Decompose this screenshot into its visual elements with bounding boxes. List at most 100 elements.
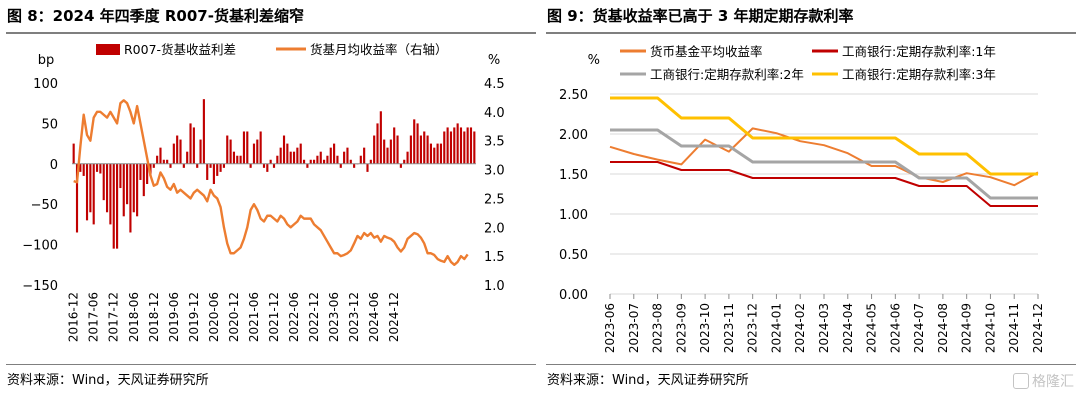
spread-bar xyxy=(129,163,132,233)
left-source-note: 资料来源：Wind，天风证券研究所 xyxy=(7,373,209,388)
spread-bar xyxy=(116,163,119,249)
spread-bar xyxy=(396,135,399,164)
spread-bar xyxy=(353,163,356,168)
x-tick-label: 2021-06 xyxy=(247,292,261,342)
spread-bar xyxy=(366,163,369,172)
right-y-tick-label: 2.5 xyxy=(484,192,505,207)
spread-bar xyxy=(333,143,336,164)
spread-bar xyxy=(426,135,429,164)
y-axis-unit: % xyxy=(588,53,600,68)
spread-bar xyxy=(309,159,312,164)
spread-bar xyxy=(329,147,332,164)
x-tick-label: 2024-09 xyxy=(960,303,974,353)
legend-label-icbc-2y: 工商银行:定期存款利率:2年 xyxy=(650,67,804,82)
spread-bar xyxy=(433,147,436,164)
x-tick-label: 2023-06 xyxy=(327,292,341,342)
spread-bar xyxy=(136,163,139,217)
spread-bar xyxy=(119,163,122,189)
spread-bar xyxy=(152,163,155,168)
spread-bar xyxy=(446,127,449,164)
x-tick-label: 2023-12 xyxy=(347,292,361,342)
x-tick-label: 2021-12 xyxy=(267,292,281,342)
spread-bar xyxy=(272,163,276,168)
spread-bar xyxy=(286,143,289,164)
spread-bar xyxy=(82,163,85,176)
y-tick-label: 1.50 xyxy=(559,168,588,183)
x-tick-label: 2024-03 xyxy=(817,303,831,353)
spread-bar xyxy=(176,135,179,164)
spread-bar xyxy=(252,143,256,164)
x-tick-label: 2023-07 xyxy=(627,303,641,353)
legend-label-spread: R007-货基收益利差 xyxy=(124,42,236,57)
x-tick-label: 2023-10 xyxy=(698,303,712,353)
spread-bar xyxy=(279,147,282,164)
spread-bar xyxy=(336,155,339,164)
x-tick-label: 2024-07 xyxy=(912,303,926,353)
left-y-tick-label: −150 xyxy=(22,279,58,294)
right-y-tick-label: 3.0 xyxy=(484,164,505,179)
spread-bar xyxy=(199,139,202,164)
spread-bar xyxy=(209,163,212,168)
x-tick-label: 2024-10 xyxy=(983,303,997,353)
spread-bar xyxy=(169,163,172,168)
x-tick-label: 2020-12 xyxy=(227,292,241,342)
left-source-rule xyxy=(6,364,536,365)
icbc-2y-deposit-rate-line xyxy=(610,128,1038,200)
spread-bar xyxy=(363,147,366,164)
spread-bar xyxy=(276,155,279,164)
spread-bar xyxy=(192,127,195,164)
x-tick-label: 2020-06 xyxy=(207,292,221,342)
left-y-tick-label: 0 xyxy=(50,158,58,173)
spread-bar xyxy=(443,131,446,164)
left-axis-unit: bp xyxy=(38,53,55,68)
legend-label-money-fund: 货币基金平均收益率 xyxy=(650,44,763,59)
left-figure-title: 图 8：2024 年四季度 R007-货基利差缩窄 xyxy=(7,7,304,25)
spread-bar xyxy=(79,163,82,172)
right-figure-panel: 图 9：货基收益率已高于 3 年期定期存款利率 % 0.00 0.50 1.00 1.5… xyxy=(540,0,1080,400)
x-tick-label: 2024-12 xyxy=(1031,303,1045,353)
spread-bar xyxy=(339,163,342,168)
spread-bar xyxy=(72,143,75,164)
right-title-rule xyxy=(546,32,1076,34)
spread-bar xyxy=(216,163,219,176)
right-y-tick-label: 2.0 xyxy=(484,221,505,236)
x-tick-label: 2024-02 xyxy=(793,303,807,353)
spread-bar xyxy=(316,155,319,164)
spread-bar xyxy=(429,143,432,164)
spread-bar xyxy=(453,127,456,164)
spread-bar xyxy=(389,139,392,164)
spread-bar xyxy=(282,135,286,164)
spread-bar xyxy=(266,163,269,172)
spread-bar xyxy=(206,163,209,180)
spread-bar xyxy=(299,143,302,164)
x-tick-label: 2024-11 xyxy=(1007,303,1021,353)
spread-bar xyxy=(202,99,205,164)
x-tick-label: 2023-11 xyxy=(722,303,736,353)
spread-bar xyxy=(463,131,466,164)
spread-bar xyxy=(376,123,379,164)
spread-bar xyxy=(249,163,252,168)
spread-bar xyxy=(222,163,225,168)
right-y-tick-label: 1.0 xyxy=(484,279,505,294)
left-title-rule xyxy=(6,32,536,34)
right-y-tick-label: 4.0 xyxy=(484,106,505,121)
spread-bar xyxy=(419,135,422,164)
spread-bar xyxy=(259,131,262,164)
spread-bar xyxy=(142,163,145,197)
spread-bar xyxy=(89,163,92,213)
spread-bar xyxy=(306,163,309,168)
spread-bar xyxy=(373,135,376,164)
x-tick-label: 2023-12 xyxy=(746,303,760,353)
watermark-icon xyxy=(1013,373,1029,389)
spread-bar xyxy=(95,163,99,172)
spread-bar xyxy=(99,163,102,174)
spread-bar xyxy=(292,151,296,164)
spread-bar xyxy=(323,159,326,164)
spread-bar xyxy=(126,163,129,205)
spread-bar xyxy=(359,155,362,164)
money-fund-avg-yield-line xyxy=(609,127,1039,187)
spread-bar xyxy=(139,163,142,180)
spread-bar xyxy=(122,163,125,217)
spread-bar xyxy=(85,163,89,221)
x-tick-label: 2017-06 xyxy=(87,292,101,342)
